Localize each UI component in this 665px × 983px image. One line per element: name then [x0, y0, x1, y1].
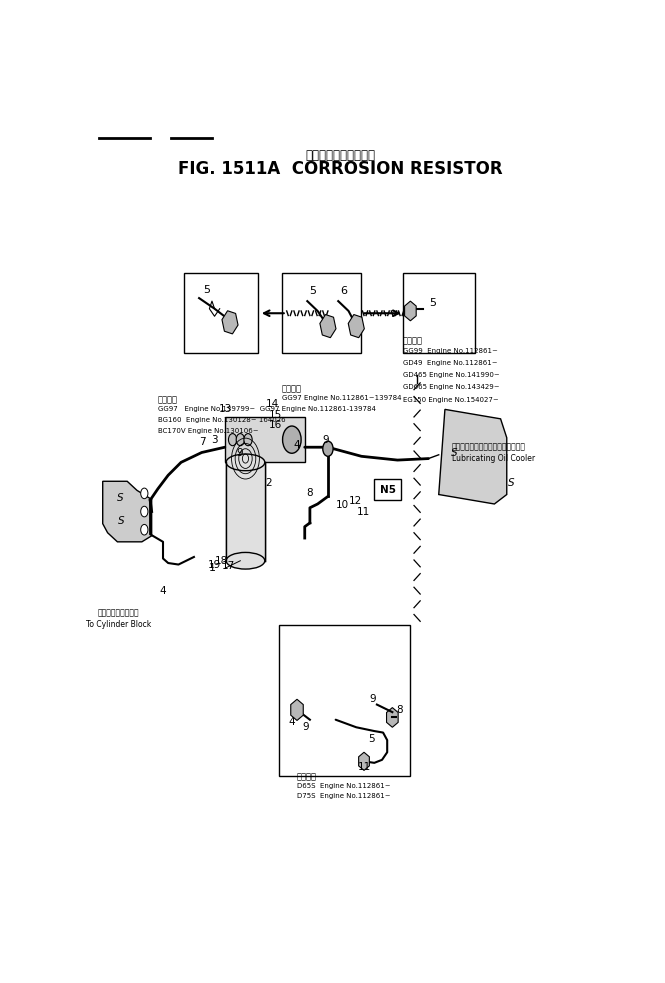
Circle shape	[236, 434, 245, 445]
Text: 13: 13	[219, 404, 233, 414]
Bar	[184, 273, 258, 353]
Circle shape	[244, 434, 252, 445]
Text: 11: 11	[357, 762, 370, 772]
Text: 4: 4	[160, 586, 166, 596]
Circle shape	[141, 506, 148, 517]
Bar	[403, 273, 475, 353]
Text: S: S	[118, 516, 124, 526]
Text: GD665 Engine No.143429~: GD665 Engine No.143429~	[403, 384, 499, 390]
Text: 5: 5	[203, 285, 210, 295]
Text: 2: 2	[265, 478, 272, 488]
Text: 17: 17	[222, 561, 235, 571]
Text: 19: 19	[207, 559, 221, 569]
Text: N5: N5	[380, 485, 396, 494]
Text: FIG. 1511A  CORROSION RESISTOR: FIG. 1511A CORROSION RESISTOR	[178, 159, 503, 178]
Text: 適用番号: 適用番号	[158, 396, 178, 405]
Text: 18: 18	[215, 555, 228, 566]
Bar	[225, 417, 305, 462]
Text: ルーブリケーティングオイルクーラ: ルーブリケーティングオイルクーラ	[452, 442, 525, 451]
Bar	[374, 479, 401, 500]
Text: 14: 14	[265, 399, 279, 409]
Text: 9: 9	[322, 435, 329, 445]
Circle shape	[283, 426, 301, 453]
Text: GG99  Engine No.112861~: GG99 Engine No.112861~	[403, 348, 497, 354]
Text: 適用番号: 適用番号	[403, 336, 423, 345]
Bar	[226, 462, 265, 560]
Text: EG150 Engine No.154027~: EG150 Engine No.154027~	[403, 396, 498, 402]
Text: 5: 5	[368, 733, 375, 743]
Text: 6: 6	[340, 285, 347, 296]
Text: S: S	[507, 478, 514, 488]
Text: GG97 Engine No.112861~139784: GG97 Engine No.112861~139784	[281, 395, 401, 401]
Text: 9: 9	[237, 447, 243, 457]
Text: S: S	[117, 492, 124, 503]
Text: 9: 9	[370, 694, 376, 704]
Polygon shape	[439, 409, 507, 504]
Text: 10: 10	[336, 500, 349, 510]
Text: GD465 Engine No.141990~: GD465 Engine No.141990~	[403, 373, 499, 378]
Text: 12: 12	[348, 496, 362, 506]
Text: コロージョンレジスタ: コロージョンレジスタ	[306, 149, 376, 162]
Text: D65S  Engine No.112861~: D65S Engine No.112861~	[297, 782, 390, 788]
Text: 4: 4	[288, 717, 295, 727]
Circle shape	[141, 489, 148, 498]
Text: D75S  Engine No.112861~: D75S Engine No.112861~	[297, 793, 390, 799]
Text: 適用番号: 適用番号	[281, 384, 301, 393]
Text: S: S	[451, 448, 458, 458]
Text: Lubricating Oil Cooler: Lubricating Oil Cooler	[452, 454, 535, 463]
Text: シリンダブロックへ: シリンダブロックへ	[97, 608, 139, 617]
Text: GG97   Engine No.139799~  GG97 Engine No.112861-139784: GG97 Engine No.139799~ GG97 Engine No.11…	[158, 406, 376, 412]
Text: 5: 5	[429, 298, 436, 308]
Text: 7: 7	[200, 436, 206, 447]
Text: 1: 1	[208, 563, 215, 573]
Circle shape	[141, 524, 148, 535]
Text: GD49  Engine No.112861~: GD49 Engine No.112861~	[403, 360, 497, 367]
Bar	[279, 625, 410, 777]
Polygon shape	[102, 482, 152, 542]
Text: 適用番号: 適用番号	[297, 772, 317, 781]
Text: 5: 5	[309, 285, 316, 296]
Text: 8: 8	[307, 489, 313, 498]
Circle shape	[229, 434, 237, 445]
Text: 3: 3	[211, 435, 217, 445]
Text: 16: 16	[269, 421, 283, 431]
Text: BC170V Engine No.130106~: BC170V Engine No.130106~	[158, 428, 259, 434]
Text: 9: 9	[303, 723, 309, 732]
Text: 8: 8	[396, 705, 403, 715]
Bar	[281, 273, 362, 353]
Text: 15: 15	[269, 410, 283, 420]
Text: 11: 11	[357, 506, 370, 516]
Text: To Cylinder Block: To Cylinder Block	[86, 620, 151, 629]
Text: 4: 4	[294, 440, 301, 450]
Circle shape	[323, 441, 333, 456]
Ellipse shape	[226, 552, 265, 569]
Text: BG160  Engine No.130128~ 164026: BG160 Engine No.130128~ 164026	[158, 417, 285, 423]
Ellipse shape	[226, 454, 265, 471]
